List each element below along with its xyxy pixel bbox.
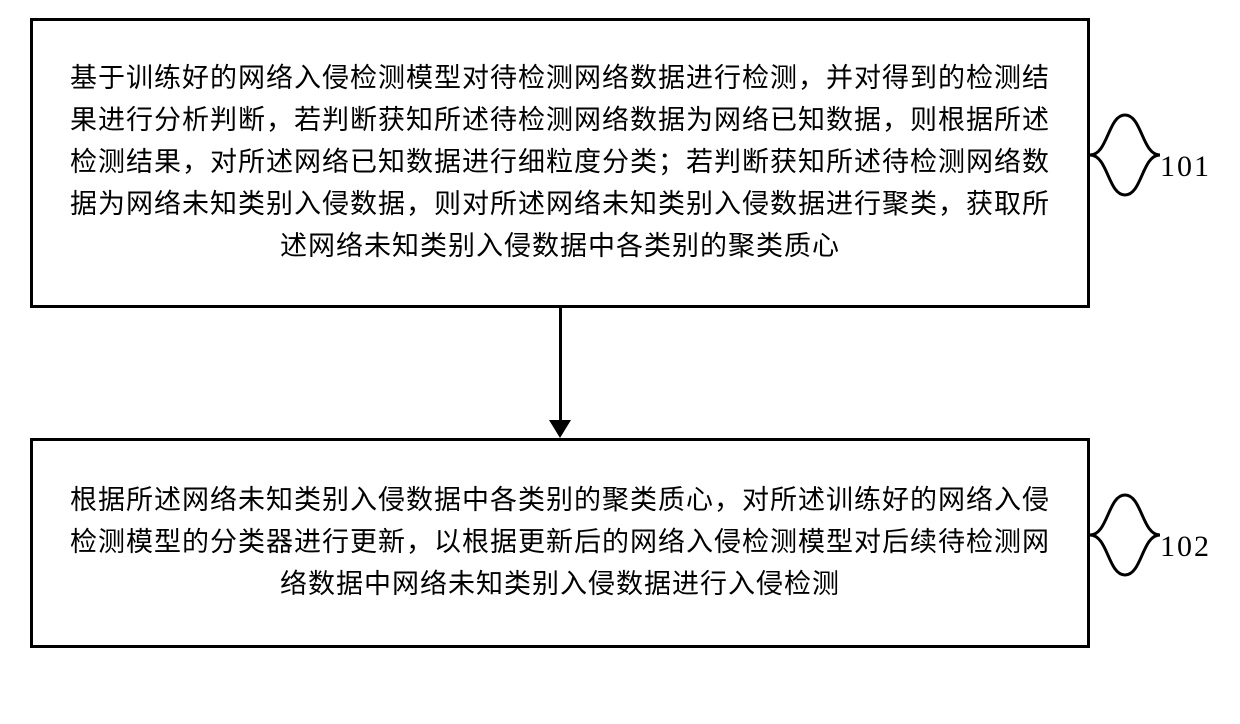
- flow-step-2: 根据所述网络未知类别入侵数据中各类别的聚类质心，对所述训练好的网络入侵检测模型的…: [30, 438, 1090, 648]
- flow-step-1-text: 基于训练好的网络入侵检测模型对待检测网络数据进行检测，并对得到的检测结果进行分析…: [57, 58, 1063, 267]
- connector-squiggle-1: [1090, 110, 1160, 200]
- flow-step-1: 基于训练好的网络入侵检测模型对待检测网络数据进行检测，并对得到的检测结果进行分析…: [30, 18, 1090, 308]
- step-1-number: 101: [1160, 150, 1211, 184]
- connector-squiggle-2: [1090, 490, 1160, 580]
- flowchart-canvas: 基于训练好的网络入侵检测模型对待检测网络数据进行检测，并对得到的检测结果进行分析…: [0, 0, 1240, 724]
- arrow-head-icon: [549, 420, 571, 438]
- arrow-shaft: [559, 308, 562, 420]
- flow-step-2-text: 根据所述网络未知类别入侵数据中各类别的聚类质心，对所述训练好的网络入侵检测模型的…: [57, 480, 1063, 606]
- step-2-number: 102: [1160, 530, 1211, 564]
